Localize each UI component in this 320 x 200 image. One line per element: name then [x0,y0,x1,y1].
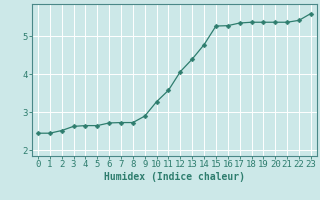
X-axis label: Humidex (Indice chaleur): Humidex (Indice chaleur) [104,172,245,182]
